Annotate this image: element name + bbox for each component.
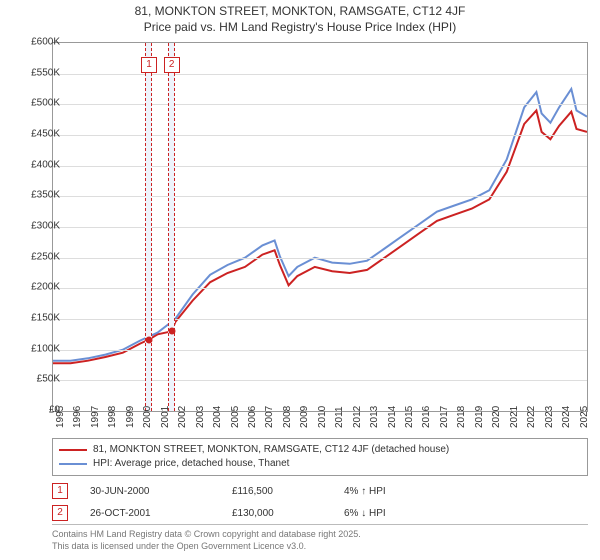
x-axis-label: 2023	[544, 406, 555, 428]
chart-container: { "titles": { "line1": "81, MONKTON STRE…	[0, 0, 600, 560]
event-row: 1 30-JUN-2000 £116,500 4% ↑ HPI	[52, 480, 588, 502]
gridline	[53, 135, 587, 136]
x-axis-label: 2024	[561, 406, 572, 428]
sale-date-band	[168, 43, 175, 411]
x-axis-label: 2006	[247, 406, 258, 428]
y-axis-label: £100K	[12, 343, 60, 354]
x-axis-label: 2009	[299, 406, 310, 428]
x-axis-label: 2003	[195, 406, 206, 428]
footer-line: Contains HM Land Registry data © Crown c…	[52, 529, 588, 541]
x-axis-label: 2005	[230, 406, 241, 428]
title-subtitle: Price paid vs. HM Land Registry's House …	[0, 20, 600, 36]
series-price-paid	[53, 111, 587, 364]
sale-marker-label: 1	[141, 57, 157, 73]
footer-attribution: Contains HM Land Registry data © Crown c…	[52, 524, 588, 552]
x-axis-label: 2012	[352, 406, 363, 428]
y-axis-label: £350K	[12, 190, 60, 201]
legend-label: HPI: Average price, detached house, Than…	[93, 457, 289, 471]
x-axis-label: 2022	[526, 406, 537, 428]
x-axis-label: 2021	[509, 406, 520, 428]
sale-point	[168, 328, 175, 335]
legend-swatch	[59, 449, 87, 451]
x-axis-label: 1997	[90, 406, 101, 428]
x-axis-label: 2025	[579, 406, 590, 428]
event-price: £130,000	[232, 508, 322, 519]
legend-item-hpi: HPI: Average price, detached house, Than…	[59, 457, 581, 471]
gridline	[53, 196, 587, 197]
sale-point	[145, 336, 152, 343]
sale-marker-label: 2	[164, 57, 180, 73]
x-axis-label: 2020	[491, 406, 502, 428]
x-axis-label: 2007	[264, 406, 275, 428]
x-axis-label: 2016	[421, 406, 432, 428]
x-axis-label: 2004	[212, 406, 223, 428]
plot-area: 12	[52, 42, 588, 412]
gridline	[53, 227, 587, 228]
event-date: 26-OCT-2001	[90, 508, 210, 519]
gridline	[53, 380, 587, 381]
footer-line: This data is licensed under the Open Gov…	[52, 541, 588, 553]
x-axis-label: 2002	[177, 406, 188, 428]
event-marker: 2	[52, 505, 68, 521]
event-price: £116,500	[232, 486, 322, 497]
gridline	[53, 104, 587, 105]
x-axis-label: 2010	[317, 406, 328, 428]
y-axis-label: £500K	[12, 98, 60, 109]
event-row: 2 26-OCT-2001 £130,000 6% ↓ HPI	[52, 502, 588, 524]
y-axis-label: £0	[12, 405, 60, 416]
x-axis-label: 2014	[387, 406, 398, 428]
sale-date-band	[145, 43, 152, 411]
gridline	[53, 74, 587, 75]
x-axis-label: 1996	[72, 406, 83, 428]
event-marker: 1	[52, 483, 68, 499]
event-hpi: 4% ↑ HPI	[344, 486, 444, 497]
y-axis-label: £400K	[12, 159, 60, 170]
gridline	[53, 258, 587, 259]
x-axis-label: 2008	[282, 406, 293, 428]
x-axis-label: 2019	[474, 406, 485, 428]
y-axis-label: £150K	[12, 313, 60, 324]
x-axis-label: 2011	[334, 406, 345, 428]
legend-item-price-paid: 81, MONKTON STREET, MONKTON, RAMSGATE, C…	[59, 443, 581, 457]
y-axis-label: £200K	[12, 282, 60, 293]
title-address: 81, MONKTON STREET, MONKTON, RAMSGATE, C…	[0, 4, 600, 20]
x-axis-label: 2017	[439, 406, 450, 428]
event-hpi: 6% ↓ HPI	[344, 508, 444, 519]
y-axis-label: £550K	[12, 67, 60, 78]
gridline	[53, 350, 587, 351]
x-axis-label: 1998	[107, 406, 118, 428]
legend: 81, MONKTON STREET, MONKTON, RAMSGATE, C…	[52, 438, 588, 476]
x-axis-label: 2015	[404, 406, 415, 428]
y-axis-label: £450K	[12, 129, 60, 140]
x-axis-label: 2000	[142, 406, 153, 428]
x-axis-label: 2001	[160, 406, 171, 428]
y-axis-label: £300K	[12, 221, 60, 232]
gridline	[53, 319, 587, 320]
legend-swatch	[59, 463, 87, 465]
x-axis-label: 1999	[125, 406, 136, 428]
chart-titles: 81, MONKTON STREET, MONKTON, RAMSGATE, C…	[0, 0, 600, 35]
gridline	[53, 166, 587, 167]
x-axis-label: 2013	[369, 406, 380, 428]
x-axis-label: 2018	[456, 406, 467, 428]
y-axis-label: £50K	[12, 374, 60, 385]
y-axis-label: £600K	[12, 37, 60, 48]
sale-events-table: 1 30-JUN-2000 £116,500 4% ↑ HPI 2 26-OCT…	[52, 480, 588, 524]
legend-label: 81, MONKTON STREET, MONKTON, RAMSGATE, C…	[93, 443, 449, 457]
gridline	[53, 288, 587, 289]
x-axis-label: 1995	[55, 406, 66, 428]
event-date: 30-JUN-2000	[90, 486, 210, 497]
y-axis-label: £250K	[12, 251, 60, 262]
